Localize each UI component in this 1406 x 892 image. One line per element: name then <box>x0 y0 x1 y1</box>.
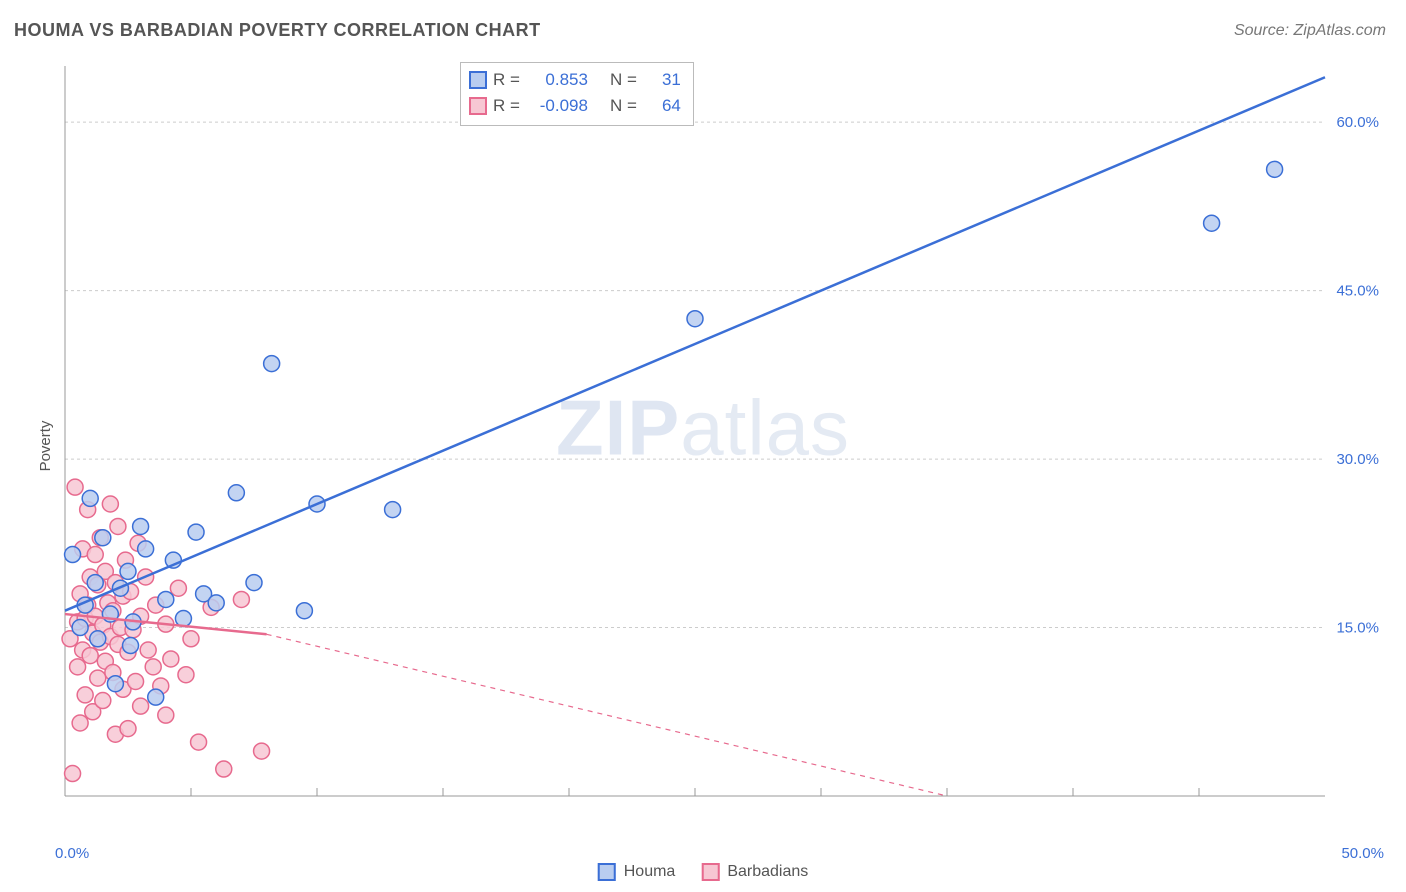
svg-text:60.0%: 60.0% <box>1336 114 1379 131</box>
n-label: N = <box>610 67 637 93</box>
n-label-2: N = <box>610 93 637 119</box>
legend-swatch-houma-icon <box>598 863 616 881</box>
stats-row-barbadians: R = -0.098 N = 64 <box>469 93 681 119</box>
stats-row-houma: R = 0.853 N = 31 <box>469 67 681 93</box>
svg-text:30.0%: 30.0% <box>1336 451 1379 468</box>
r-value-houma: 0.853 <box>526 67 588 93</box>
r-value-barbadians: -0.098 <box>526 93 588 119</box>
stats-box: R = 0.853 N = 31 R = -0.098 N = 64 <box>460 62 694 126</box>
legend-item-barbadians: Barbadians <box>701 863 808 881</box>
chart-title: HOUMA VS BARBADIAN POVERTY CORRELATION C… <box>14 20 541 41</box>
swatch-barbadians-icon <box>469 97 487 115</box>
n-value-houma: 31 <box>643 67 681 93</box>
svg-text:45.0%: 45.0% <box>1336 283 1379 300</box>
legend-item-houma: Houma <box>598 863 676 881</box>
swatch-houma-icon <box>469 71 487 89</box>
x-axis-min-label: 0.0% <box>55 845 89 862</box>
n-value-barbadians: 64 <box>643 93 681 119</box>
svg-text:15.0%: 15.0% <box>1336 620 1379 637</box>
source-label: Source: ZipAtlas.com <box>1234 22 1386 40</box>
r-label: R = <box>493 67 520 93</box>
r-label-2: R = <box>493 93 520 119</box>
x-axis-max-label: 50.0% <box>1341 845 1384 862</box>
legend-label-houma: Houma <box>624 863 676 881</box>
chart-container: HOUMA VS BARBADIAN POVERTY CORRELATION C… <box>0 0 1406 892</box>
legend-swatch-barbadians-icon <box>701 863 719 881</box>
legend-label-barbadians: Barbadians <box>727 863 808 881</box>
bottom-legend: Houma Barbadians <box>598 863 809 881</box>
plot-area: 15.0% 30.0% 45.0% 60.0% <box>55 60 1385 820</box>
y-axis-label: Poverty <box>37 421 54 472</box>
